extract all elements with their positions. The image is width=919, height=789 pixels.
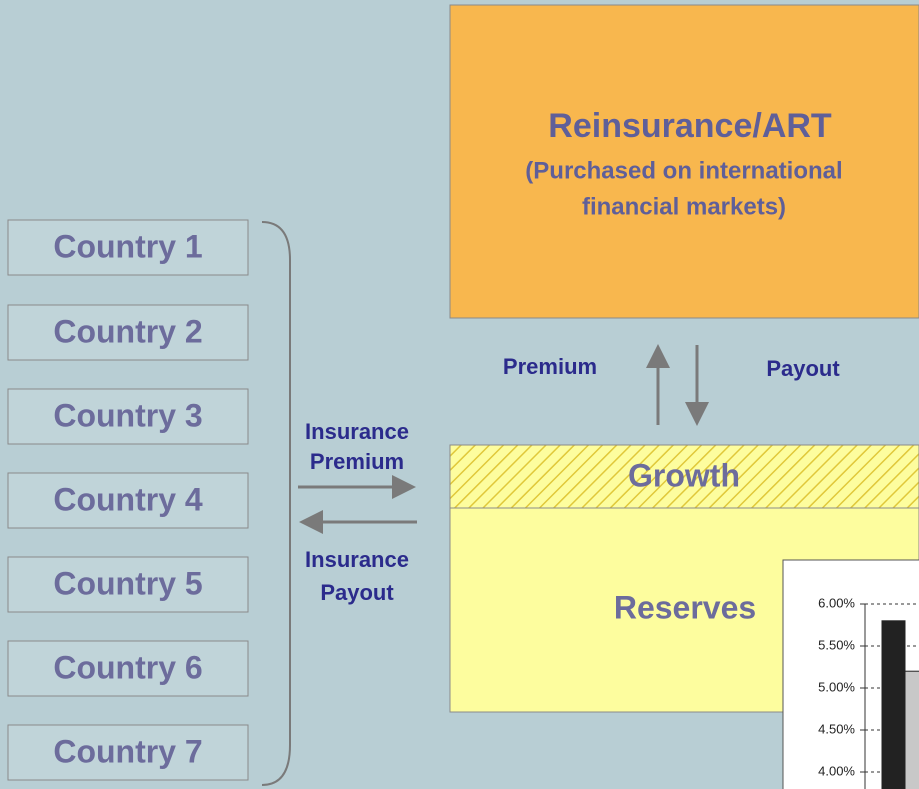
country-box	[7, 724, 249, 781]
reinsurance-title: Reinsurance/ART	[548, 107, 832, 145]
country-label: Country 6	[53, 649, 202, 685]
country-box	[7, 472, 249, 529]
y-tick-label: 5.00%	[818, 679, 855, 694]
reserves-label: Reserves	[614, 589, 756, 625]
country-box	[7, 219, 249, 276]
country-label: Country 4	[53, 481, 203, 517]
country-label: Country 7	[53, 733, 202, 769]
country-box	[7, 556, 249, 613]
growth-band	[449, 444, 919, 509]
y-tick-label: 4.00%	[818, 763, 855, 778]
reinsurance-subtitle: financial markets)	[582, 193, 786, 220]
growth-label: Growth	[628, 457, 740, 493]
brace	[261, 221, 291, 786]
bar	[881, 620, 906, 789]
y-tick-label: 5.50%	[818, 637, 855, 652]
y-tick-label: 4.50%	[818, 721, 855, 736]
country-label: Country 2	[53, 313, 202, 349]
y-tick-label: 6.00%	[818, 595, 855, 610]
reinsurance-subtitle: (Purchased on international	[525, 157, 842, 184]
insurance-premium-label: Insurance	[305, 419, 409, 444]
insurance-premium-label: Premium	[310, 449, 404, 474]
country-box	[7, 304, 249, 361]
payout-label: Payout	[766, 356, 840, 381]
country-label: Country 1	[53, 228, 202, 264]
country-box	[7, 640, 249, 697]
bar	[904, 670, 919, 789]
country-label: Country 5	[53, 565, 202, 601]
premium-label: Premium	[503, 354, 597, 379]
insurance-payout-label: Insurance	[305, 547, 409, 572]
country-label: Country 3	[53, 397, 202, 433]
insurance-payout-label: Payout	[320, 580, 394, 605]
country-box	[7, 388, 249, 445]
reinsurance-box	[449, 4, 919, 319]
